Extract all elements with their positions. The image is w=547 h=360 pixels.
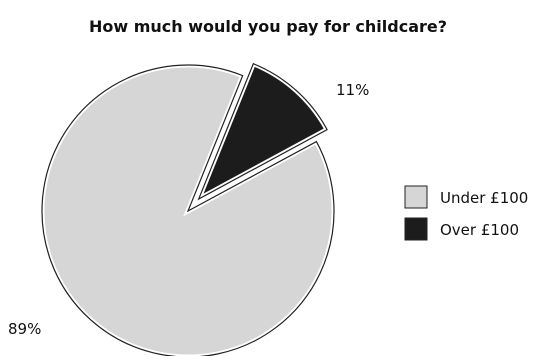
pie-slices	[39, 60, 337, 360]
pie-slice-outline	[197, 62, 328, 201]
legend-label: Under £100	[440, 189, 528, 207]
chart-title: How much would you pay for childcare?	[89, 17, 447, 36]
legend-swatch	[404, 217, 428, 241]
pie-value-label: 89%	[8, 320, 41, 338]
pie-slice-outline	[41, 64, 335, 358]
legend: Under £100 Over £100	[404, 185, 528, 241]
pie-value-label: 11%	[336, 81, 369, 99]
legend-label: Over £100	[440, 221, 519, 239]
legend-swatch	[404, 185, 428, 209]
pie-value-labels: 11% 89%	[8, 81, 369, 338]
